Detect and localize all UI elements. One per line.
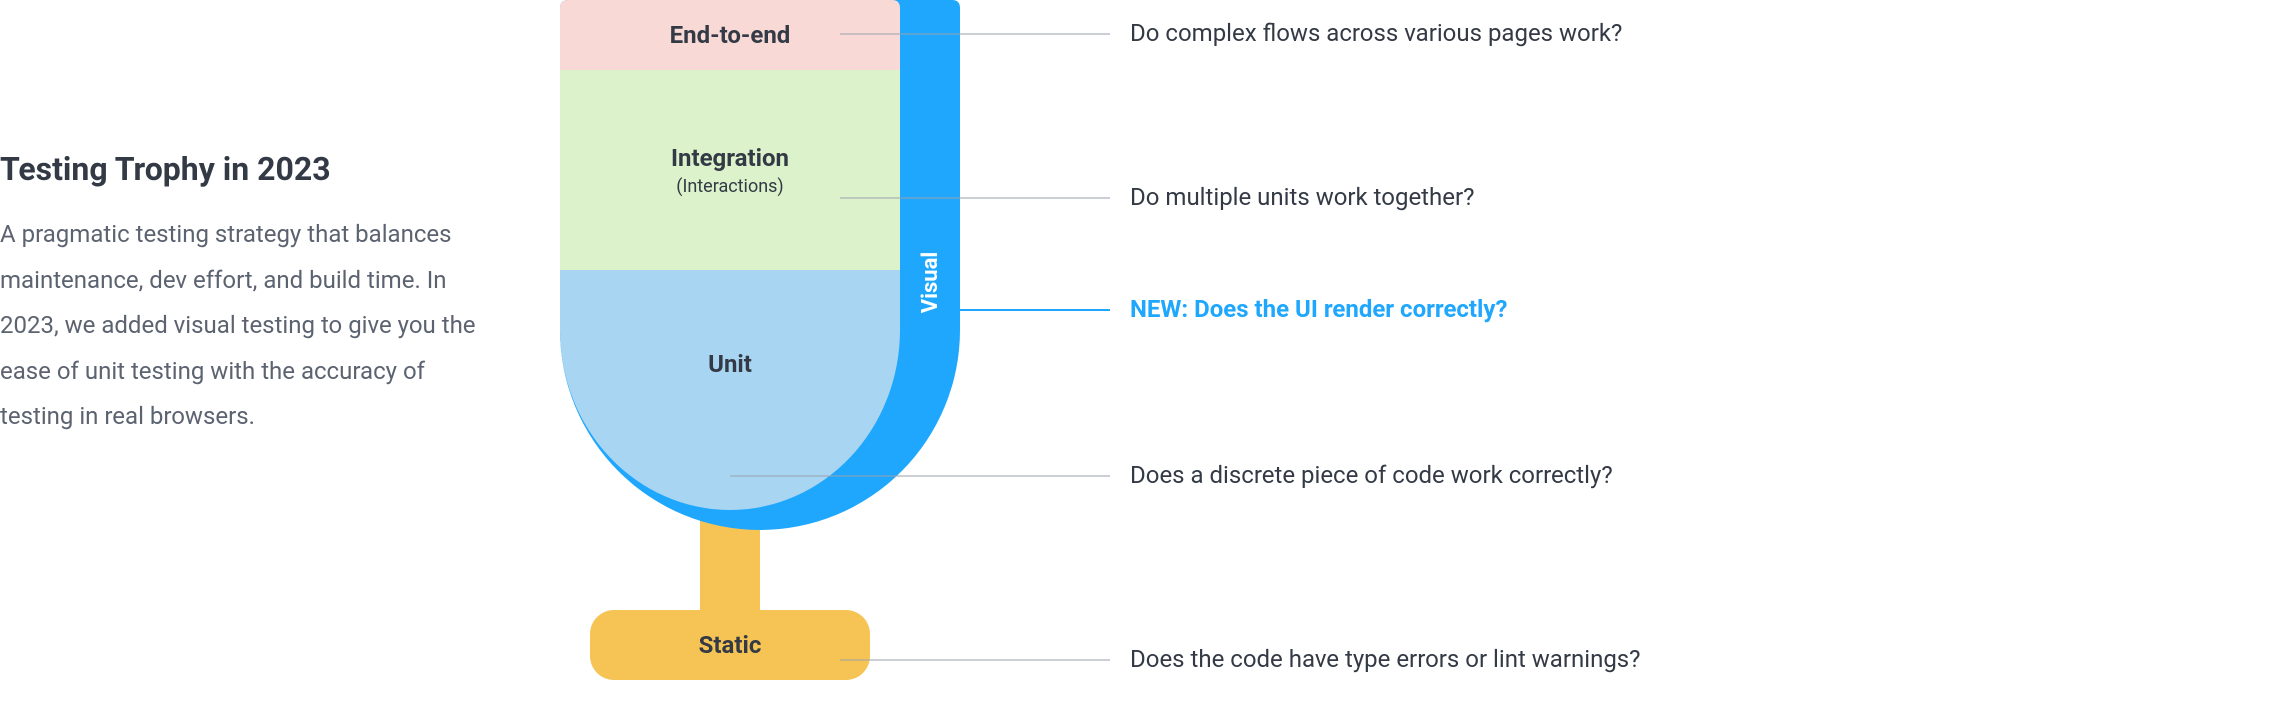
layer-e2e-label: End-to-end: [560, 21, 900, 49]
annotation-e2e: Do complex flows across various pages wo…: [1130, 19, 1622, 47]
annotation-static: Does the code have type errors or lint w…: [1130, 645, 1641, 673]
layer-static-label: Static: [590, 631, 870, 659]
layer-visual-label: Visual: [918, 252, 943, 313]
testing-trophy-diagram: End-to-end Integration(Interactions) Unit S…: [560, 0, 2280, 712]
annotation-unit: Does a discrete piece of code work corre…: [1130, 461, 1613, 489]
intro-title: Testing Trophy in 2023: [0, 150, 480, 188]
layer-unit-label: Unit: [560, 350, 900, 378]
intro-text-block: Testing Trophy in 2023 A pragmatic testi…: [0, 150, 480, 440]
intro-body: A pragmatic testing strategy that balanc…: [0, 212, 480, 440]
layer-integration-label: Integration(Interactions): [560, 144, 900, 197]
annotation-integ: Do multiple units work together?: [1130, 183, 1474, 211]
annotation-visual: NEW: Does the UI render correctly?: [1130, 295, 1507, 323]
